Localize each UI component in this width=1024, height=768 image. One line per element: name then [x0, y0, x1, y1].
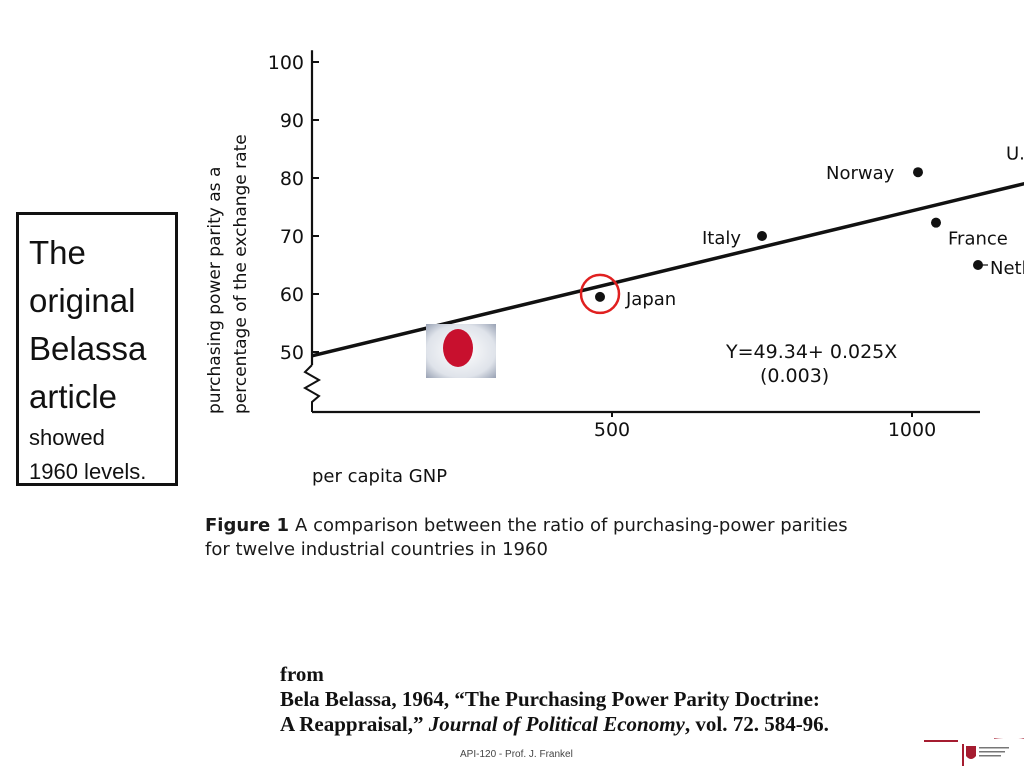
point-label: Norway [826, 163, 895, 184]
axes: 5060708090100500100015002000 [268, 50, 980, 441]
data-point [595, 291, 605, 302]
point-labels: U.S.A.SwedenCanadaU.K.BelgiumNorwayGerma… [625, 144, 1024, 310]
point-label: Italy [702, 228, 741, 249]
caption-line: A comparison between the ratio of purcha… [295, 515, 848, 536]
y-tick-label: 80 [280, 168, 304, 190]
flag-red-disc [443, 329, 473, 367]
citation-line: A Reappraisal,” Journal of Political Eco… [280, 712, 1000, 737]
callout-line: The [29, 234, 86, 271]
data-point [757, 231, 767, 241]
data-point [931, 217, 941, 228]
data-points [579, 167, 983, 315]
figure-label: Figure 1 [205, 515, 290, 536]
x-tick-label: 500 [594, 419, 630, 441]
regression-standard-error: (0.003) [760, 365, 829, 387]
point-label: U.K. [1006, 144, 1024, 165]
citation-text: A Reappraisal,” [280, 712, 429, 736]
caption-line: for twelve industrial countries in 1960 [205, 539, 548, 560]
highlight-circle [579, 273, 621, 315]
y-axis-label-line1: purchasing power parity as a [205, 167, 225, 414]
axis-break [302, 364, 322, 412]
y-tick-label: 60 [280, 284, 304, 306]
japan-flag [426, 324, 496, 378]
data-point [913, 167, 923, 178]
callout-line: 1960 levels. [29, 459, 147, 484]
regression-line-group [311, 181, 1024, 358]
callout-line: article [29, 378, 118, 415]
y-tick-label: 100 [268, 52, 304, 74]
y-tick-label: 90 [280, 110, 304, 132]
footer-text: API-120 - Prof. J. Frankel [460, 749, 573, 760]
callout-box: The original Belassa article showed 1960… [16, 212, 178, 486]
citation: from Bela Belassa, 1964, “The Purchasing… [280, 662, 1000, 737]
callout-line: Belassa [29, 330, 147, 367]
scatter-chart: 5060708090100500100015002000 U.S.A.Swede… [205, 50, 1024, 487]
x-axis-label: per capita GNP [312, 466, 447, 487]
y-axis-label-line2: percentage of the exchange rate [231, 134, 251, 414]
point-label: Netherlands [990, 258, 1024, 279]
citation-text: , vol. 72. 584-96. [684, 712, 829, 736]
regression-line [311, 181, 1024, 358]
citation-line: from [280, 662, 324, 686]
callout-line: original [29, 282, 136, 319]
journal-name: Journal of Political Economy [428, 712, 685, 736]
point-label: France [948, 229, 1008, 250]
university-logo [924, 738, 1024, 766]
citation-line: Bela Belassa, 1964, “The Purchasing Powe… [280, 687, 820, 711]
x-tick-label: 1000 [888, 419, 936, 441]
y-tick-label: 70 [280, 226, 304, 248]
point-label: Japan [625, 289, 676, 310]
callout-line: showed [29, 425, 105, 450]
y-tick-label: 50 [280, 342, 304, 364]
regression-equation: Y=49.34+ 0.025X [725, 341, 897, 363]
